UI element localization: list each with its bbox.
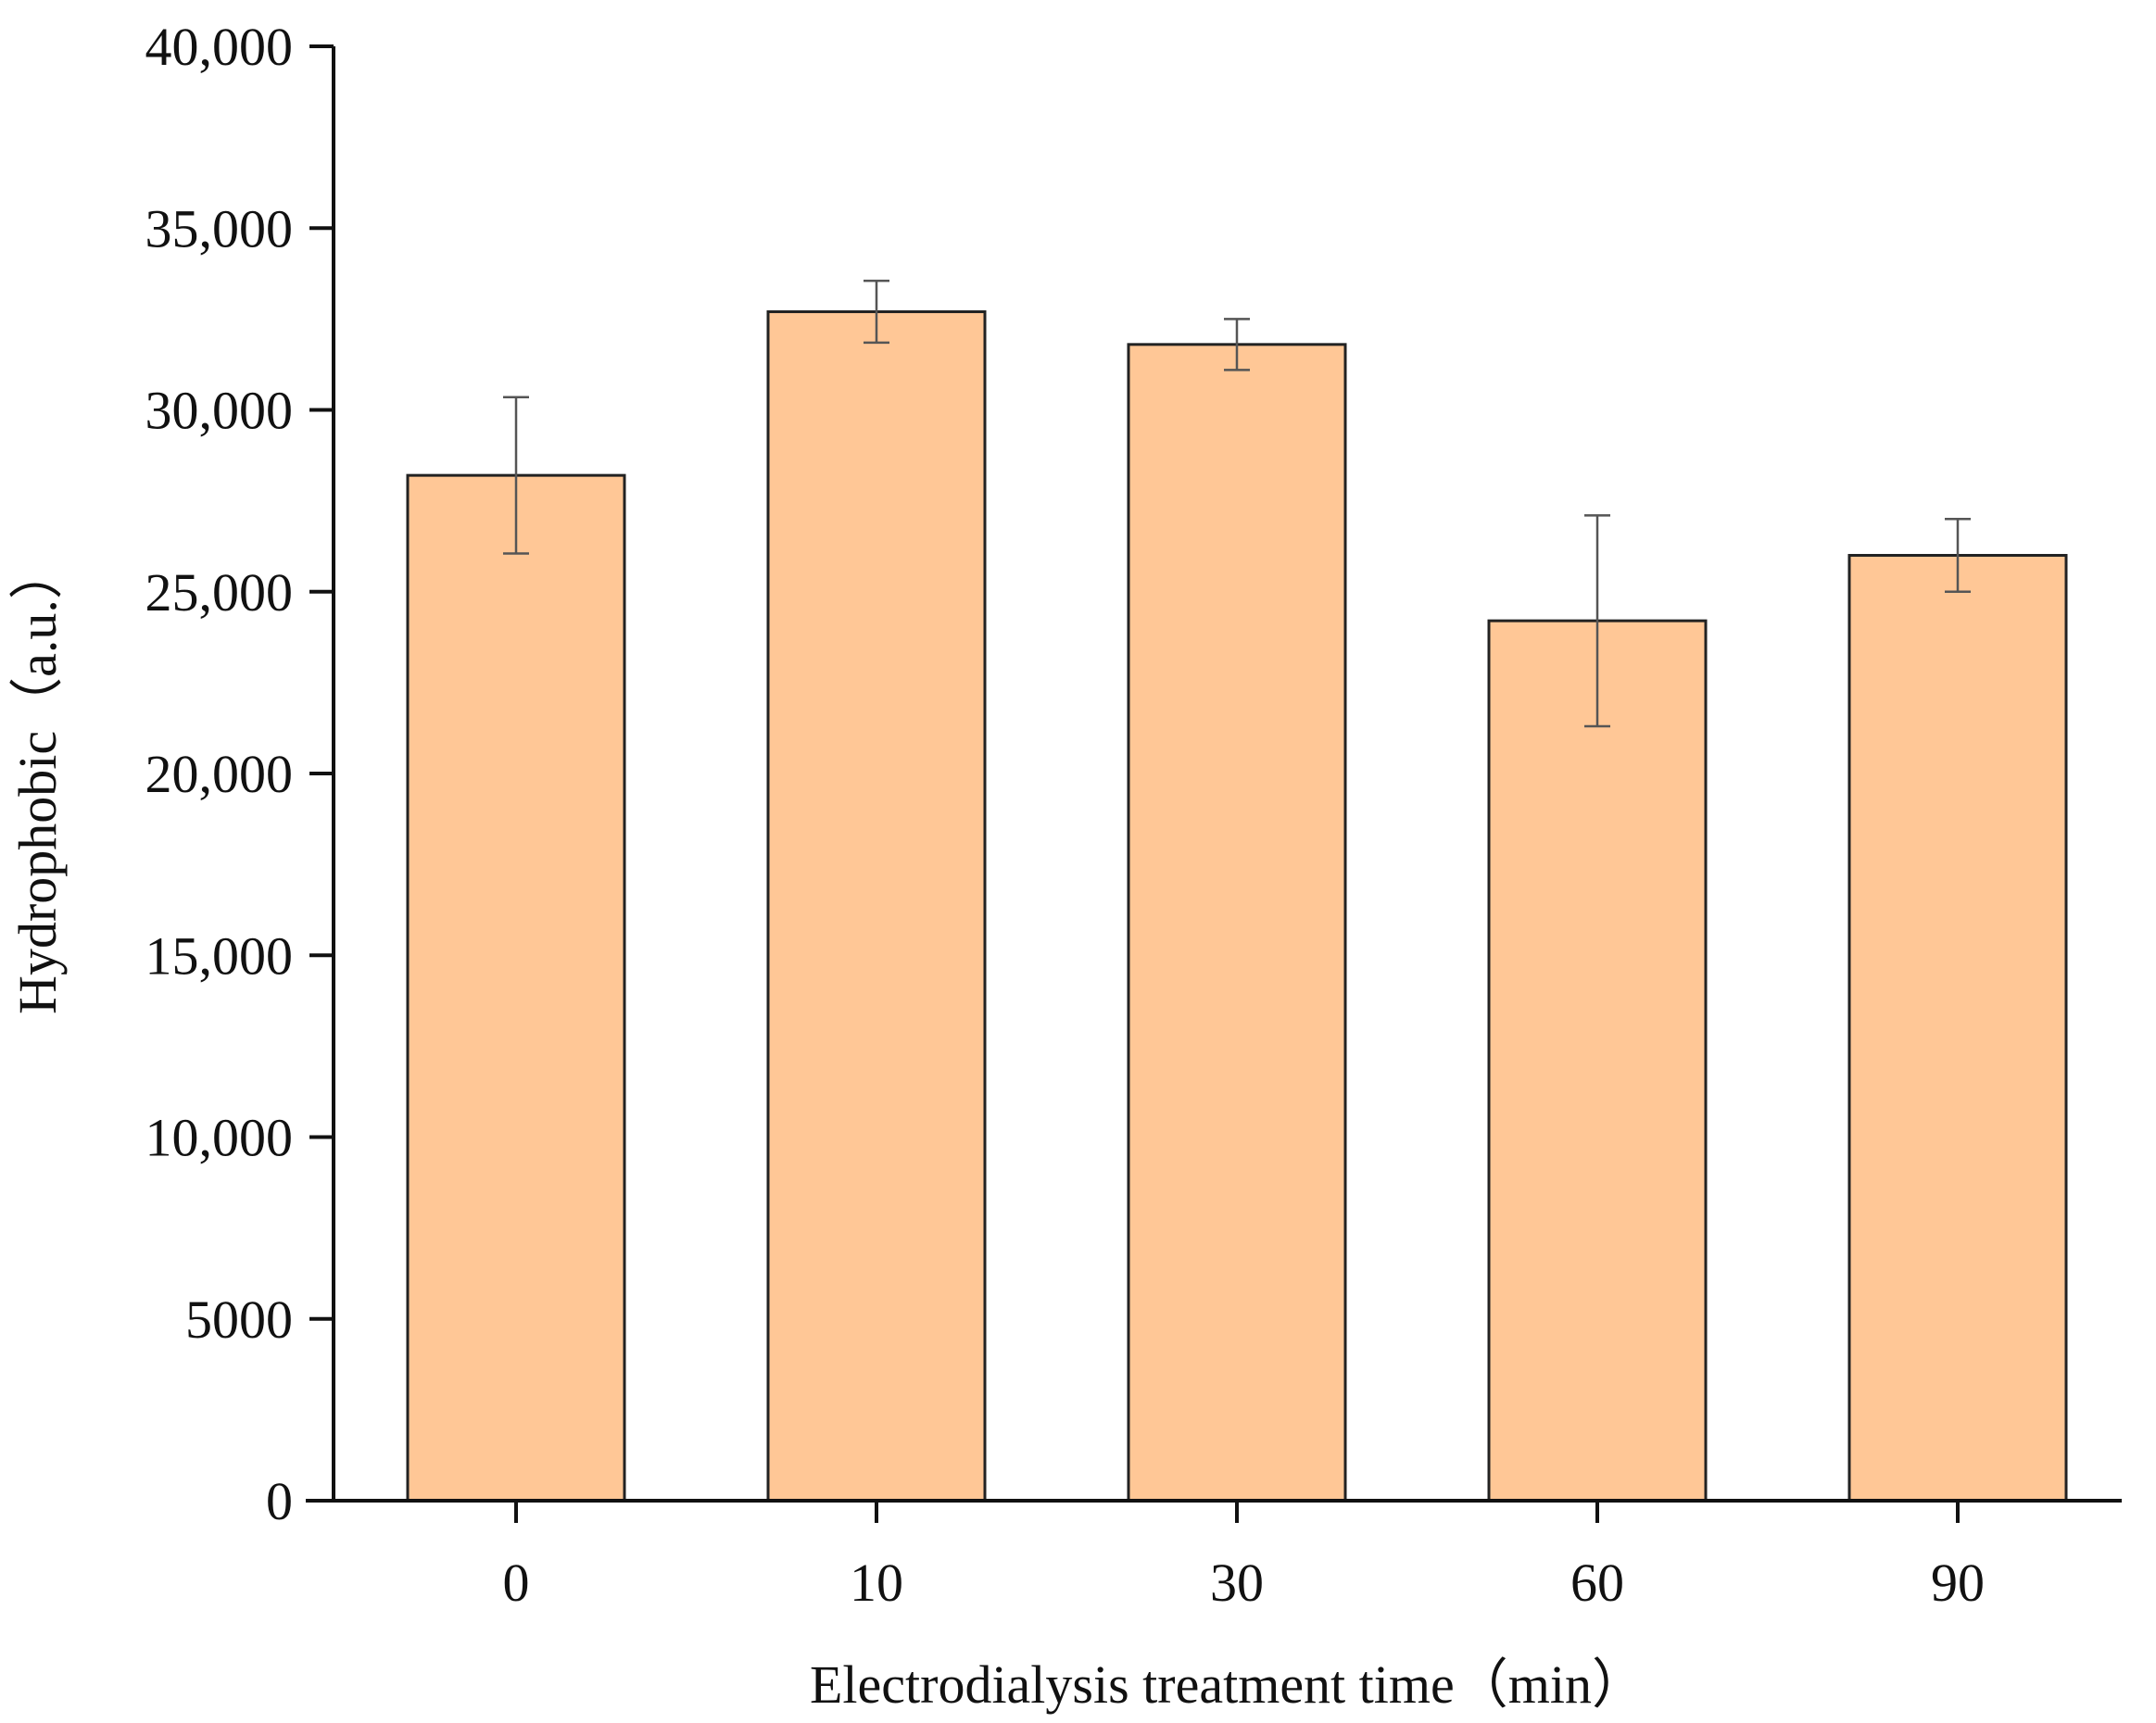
y-ticks-layer: 0 5000 10,000 15,000 20,000 25,000 30,000 35,00… [145, 17, 334, 1531]
error-bar [1945, 518, 1971, 593]
y-tick-label: 0 [266, 1471, 293, 1531]
error-bar [1224, 318, 1250, 371]
error-bar [1584, 514, 1610, 728]
error-bars-layer [503, 279, 1971, 728]
error-bar [503, 396, 529, 555]
x-axis-label: Electrodialysis treatment time（min） [810, 1654, 1645, 1715]
y-tick-label: 10,000 [145, 1108, 294, 1168]
y-tick-label: 35,000 [145, 198, 294, 258]
y-axis-label: Hydrophobic（a.u.） [7, 546, 68, 1014]
bars-layer [406, 310, 2068, 1503]
y-tick-label: 25,000 [145, 562, 294, 623]
x-ticks-layer: 0 10 30 60 90 [503, 1501, 1985, 1613]
y-tick-label: 15,000 [145, 925, 294, 986]
bar [766, 310, 987, 1503]
error-bar [864, 279, 889, 345]
bar [1487, 619, 1708, 1503]
y-tick-label: 40,000 [145, 17, 294, 77]
y-tick-label: 5000 [185, 1289, 293, 1350]
x-tick-label: 90 [1931, 1553, 1985, 1613]
y-tick-label: 20,000 [145, 744, 294, 804]
x-tick-label: 30 [1210, 1553, 1264, 1613]
bar [406, 473, 626, 1503]
y-tick-label: 30,000 [145, 381, 294, 441]
bar [1847, 554, 2068, 1503]
x-tick-label: 0 [503, 1553, 530, 1613]
x-tick-label: 60 [1570, 1553, 1624, 1613]
bar [1127, 343, 1347, 1503]
x-tick-label: 10 [850, 1553, 903, 1613]
